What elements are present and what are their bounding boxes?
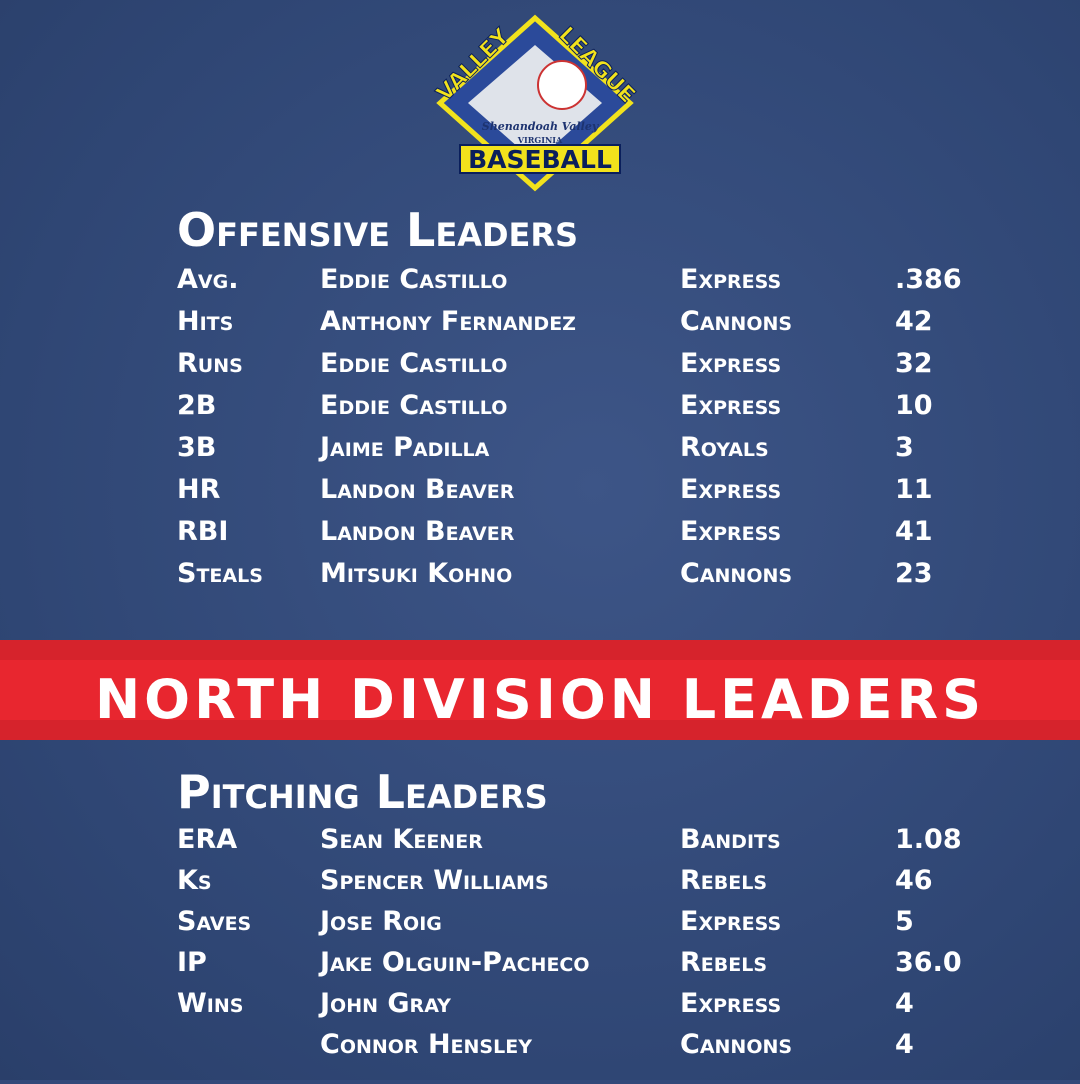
cell-team: Cannons (680, 558, 792, 589)
cell-player: Mitsuki Kohno (320, 558, 512, 589)
cell-player: Landon Beaver (320, 516, 515, 547)
cell-player: Eddie Castillo (320, 264, 507, 295)
cell-player: Jaime Padilla (318, 432, 490, 463)
cell-team: Bandits (680, 824, 781, 855)
cell-player: Jake Olguin-Pacheco (318, 947, 590, 978)
cell-team: Express (680, 906, 781, 937)
cell-team: Royals (680, 432, 769, 463)
cell-team: Express (680, 348, 781, 379)
cell-player: Landon Beaver (320, 474, 515, 505)
cell-player: Eddie Castillo (320, 348, 507, 379)
cell-value: 4 (895, 1029, 914, 1060)
cell-stat: RBI (177, 516, 228, 547)
cell-value: 32 (895, 348, 933, 379)
cell-team: Express (680, 474, 781, 505)
logo-text: Shenandoah Valley (482, 120, 600, 133)
cell-value: 5 (895, 906, 914, 937)
cell-value: 41 (895, 516, 933, 547)
cell-value: 3 (895, 432, 914, 463)
cell-stat: HR (177, 474, 221, 505)
logo-ball (537, 60, 587, 110)
cell-team: Rebels (680, 947, 767, 978)
logo-band (459, 144, 621, 174)
cell-team: Cannons (680, 306, 792, 337)
cell-stat: Runs (177, 348, 243, 379)
section-title: Pitching Leaders (177, 765, 548, 819)
cell-stat: IP (177, 947, 207, 978)
cell-stat: Hits (177, 306, 233, 337)
cell-stat: 2B (177, 390, 216, 421)
cell-team: Cannons (680, 1029, 792, 1060)
cell-team: Rebels (680, 865, 767, 896)
cell-stat: Wins (177, 988, 243, 1019)
cell-value: 4 (895, 988, 914, 1019)
logo: VALLEY LEAGUE Shenandoah Valley VIRGINIA… (432, 14, 640, 192)
cell-player: Spencer Williams (320, 865, 549, 896)
cell-stat: Saves (177, 906, 251, 937)
cell-value: 46 (895, 865, 933, 896)
cell-stat: Ks (177, 865, 212, 896)
cell-player: Anthony Fernandez (320, 306, 576, 337)
cell-value: 23 (895, 558, 933, 589)
cell-team: Express (680, 516, 781, 547)
offense-table: Avg. Eddie Castillo Express .386 Hits Anthony… (177, 264, 962, 589)
cell-value: 11 (895, 474, 933, 505)
cell-value: .386 (895, 264, 962, 295)
cell-team: Express (680, 988, 781, 1019)
cell-team: Express (680, 390, 781, 421)
cell-team: Express (680, 264, 781, 295)
cell-player: John Gray (318, 988, 451, 1019)
cell-stat: ERA (177, 824, 237, 855)
banner-inner (0, 660, 1080, 720)
cell-stat: Avg. (177, 264, 238, 295)
pitching-table: ERA Sean Keener Bandits 1.08 Ks Spencer Willi… (177, 824, 962, 1060)
section-title: Offensive Leaders (177, 203, 578, 257)
cell-value: 42 (895, 306, 933, 337)
cell-value: 10 (895, 390, 933, 421)
cell-value: 36.0 (895, 947, 962, 978)
cell-player: Sean Keener (320, 824, 483, 855)
cell-player: Connor Hensley (320, 1029, 532, 1060)
logo-text: BASEBALL (468, 145, 612, 174)
cell-player: Jose Roig (318, 906, 442, 937)
cell-stat: 3B (177, 432, 216, 463)
cell-stat: Steals (177, 558, 263, 589)
banner-text: NORTH DIVISION LEADERS (95, 668, 985, 731)
cell-player: Eddie Castillo (320, 390, 507, 421)
cell-value: 1.08 (895, 824, 962, 855)
logo-text: VIRGINIA (517, 135, 563, 145)
